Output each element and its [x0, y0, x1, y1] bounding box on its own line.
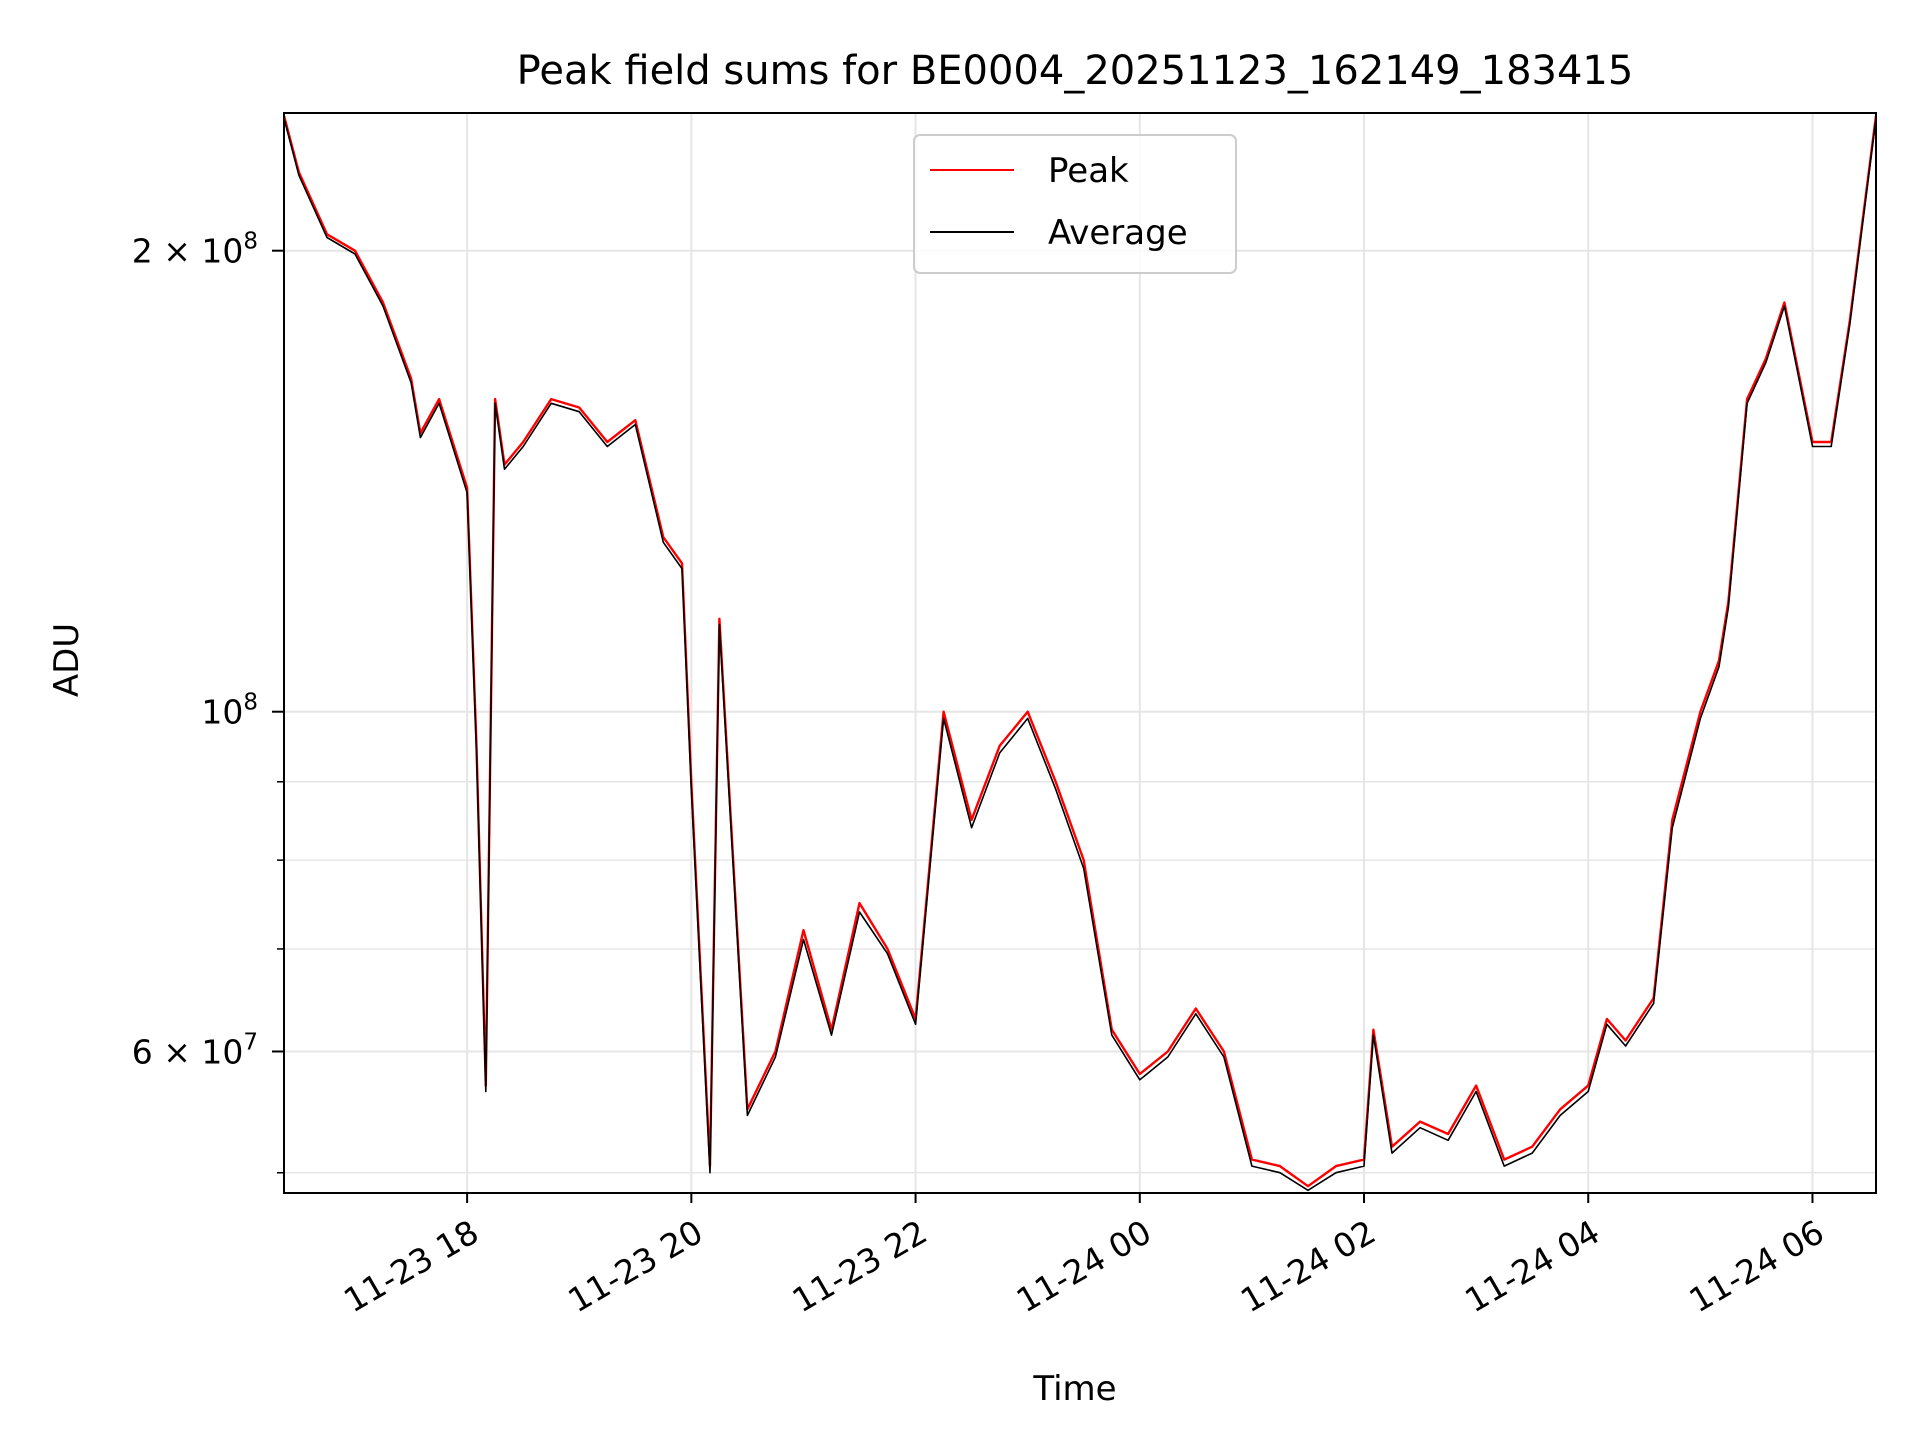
y-tick-exponent: 7	[243, 1029, 258, 1055]
plot-frame	[283, 112, 1877, 1194]
y-tick-label: 108	[201, 690, 258, 732]
y-tick-mantissa: 10	[201, 693, 243, 732]
y-tick-exponent: 8	[243, 229, 258, 255]
y-axis-label: ADU	[47, 623, 87, 697]
series-lines	[284, 115, 1876, 1192]
legend-average-label: Average	[1048, 213, 1188, 253]
y-tick-mantissa: 6 × 10	[132, 1032, 244, 1071]
x-axis-label: Time	[1032, 1369, 1116, 1409]
legend: Peak Average	[913, 134, 1237, 274]
series-line-average	[284, 118, 1876, 1192]
y-tick-label: 6 × 107	[132, 1029, 258, 1071]
y-tick-exponent: 8	[243, 690, 258, 716]
y-tick-mantissa: 2 × 10	[132, 232, 244, 271]
legend-peak-label: Peak	[1048, 151, 1129, 191]
chart-title: Peak field sums for BE0004_20251123_1621…	[517, 48, 1634, 94]
y-tick-label: 2 × 108	[132, 229, 258, 271]
